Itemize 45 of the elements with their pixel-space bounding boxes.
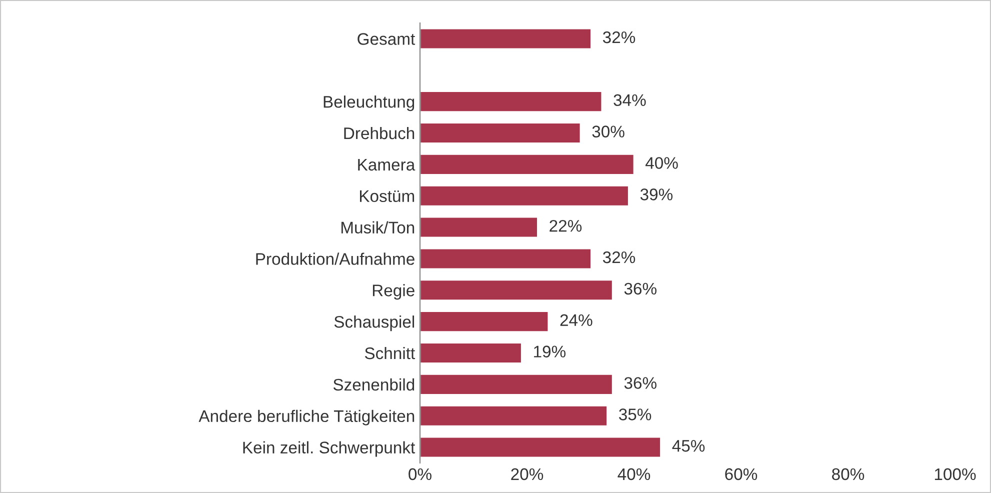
x-tick-label: 100% (934, 468, 976, 480)
bar (420, 28, 592, 50)
data-label: 19% (534, 346, 566, 358)
bar (420, 404, 608, 427)
y-tick-label: Schauspiel (334, 316, 414, 332)
y-tick-label: Kein zeitl. Schwerpunkt (243, 441, 416, 457)
bar (420, 154, 635, 176)
bar (420, 342, 522, 364)
bar (420, 90, 603, 112)
y-tick-label: Drehbuch (344, 126, 414, 140)
x-tick-label: 40% (618, 468, 650, 480)
data-label: 36% (624, 282, 656, 295)
data-label: 36% (624, 377, 656, 389)
y-tick-label: Produktion/Aufnahme (256, 252, 414, 265)
data-label: 35% (618, 408, 652, 420)
bar (420, 310, 550, 332)
bar (420, 122, 582, 144)
data-label: 30% (592, 126, 624, 138)
y-tick-label: Musik/Ton (341, 221, 414, 234)
data-label: 34% (614, 94, 646, 106)
bar (420, 216, 538, 238)
data-label: 24% (560, 314, 592, 326)
x-tick-label: 20% (511, 468, 544, 480)
y-tick-label: Beleuchtung (324, 96, 414, 112)
bar (420, 248, 592, 270)
bar (420, 374, 614, 396)
x-tick-label: 60% (725, 468, 758, 480)
y-tick-label: Schnitt (364, 346, 416, 360)
x-tick-label: 0% (408, 468, 432, 480)
bar (420, 436, 662, 458)
data-label: 40% (645, 157, 678, 169)
bar (420, 279, 614, 302)
data-label: 32% (602, 31, 636, 44)
data-label: 45% (672, 440, 705, 452)
y-tick-label: Andere berufliche Tätigkeiten (198, 410, 414, 426)
data-label: 22% (550, 220, 582, 232)
x-tick-label: 80% (832, 468, 864, 480)
y-tick-label: Kamera (358, 159, 416, 171)
y-tick-label: Regie (372, 284, 414, 300)
data-label: 39% (640, 188, 673, 200)
y-tick-label: Gesamt (358, 33, 416, 45)
y-tick-label: Szenenbild (333, 378, 414, 391)
y-tick-label: Kostüm (360, 190, 414, 202)
bar (420, 184, 630, 207)
data-label: 32% (602, 251, 636, 264)
